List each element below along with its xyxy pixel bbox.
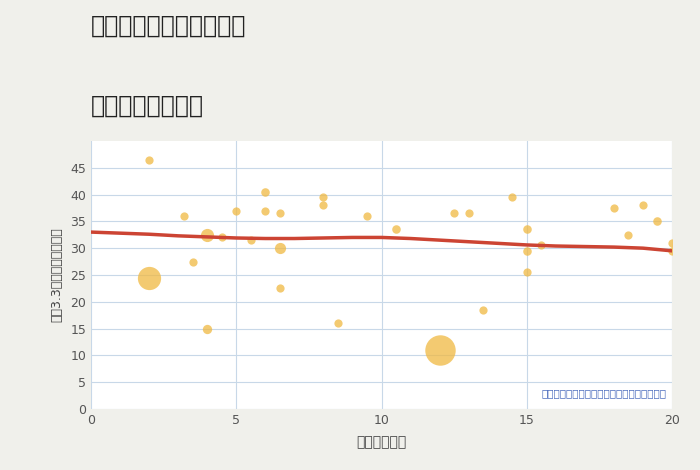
Point (536, 242, 547, 249)
Point (521, 226, 532, 233)
Y-axis label: 平（3.3㎡）単価（万円）: 平（3.3㎡）単価（万円） (50, 227, 63, 322)
Point (274, 284, 286, 292)
Point (318, 194, 329, 201)
Point (202, 231, 213, 239)
Point (332, 320, 344, 327)
Point (666, 239, 678, 247)
Point (144, 156, 155, 164)
Point (391, 226, 402, 233)
Point (216, 234, 228, 241)
Point (434, 346, 445, 354)
Text: 愛知県小牧市多気東町の: 愛知県小牧市多気東町の (91, 14, 246, 38)
Point (652, 218, 663, 225)
Point (623, 231, 634, 239)
Point (521, 247, 532, 255)
Point (361, 212, 372, 220)
Point (187, 258, 198, 265)
Point (463, 210, 475, 217)
Point (245, 236, 256, 244)
Point (449, 210, 460, 217)
Point (144, 274, 155, 282)
Point (260, 207, 271, 214)
Point (507, 194, 518, 201)
Text: 駅距離別土地価格: 駅距離別土地価格 (91, 94, 204, 118)
Text: 円の大きさは、取引のあった物件面積を示す: 円の大きさは、取引のあった物件面積を示す (541, 388, 666, 398)
Point (202, 325, 213, 332)
Point (178, 212, 190, 220)
Point (260, 188, 271, 196)
Point (521, 268, 532, 276)
Point (638, 202, 649, 209)
X-axis label: 駅距離（分）: 駅距離（分） (356, 435, 407, 449)
Point (666, 247, 678, 255)
Point (274, 210, 286, 217)
Point (318, 202, 329, 209)
Point (608, 204, 620, 212)
Point (477, 306, 489, 313)
Point (231, 207, 242, 214)
Point (274, 244, 286, 252)
